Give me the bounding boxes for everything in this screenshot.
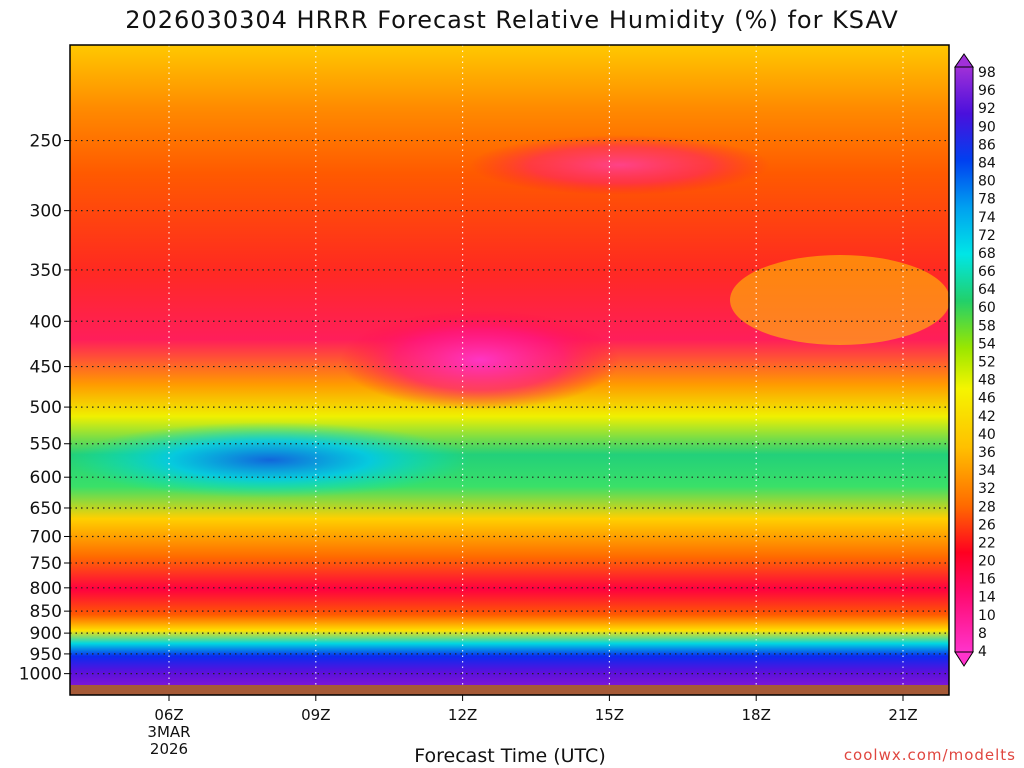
x-tick-sublabel: 2026	[150, 740, 188, 758]
colorbar: 4810141620222628323436404246485254586064…	[954, 53, 996, 667]
y-tick-label: 700	[30, 527, 62, 547]
colorbar-tick-label: 92	[978, 101, 996, 117]
colorbar-tick-label: 46	[978, 391, 996, 407]
colorbar-tick-label: 64	[978, 282, 996, 298]
colorbar-tick-label: 34	[978, 463, 996, 479]
x-tick-label: 21Z	[888, 706, 917, 724]
colorbar-tick-label: 16	[978, 572, 996, 588]
credit-link[interactable]: coolwx.com/modelts	[843, 746, 1016, 764]
y-tick-label: 350	[30, 261, 62, 281]
x-tick-label: 15Z	[595, 706, 624, 724]
colorbar-tick-label: 98	[978, 65, 996, 81]
x-tick-label: 06Z	[154, 706, 183, 724]
colorbar-tick-label: 84	[978, 155, 996, 171]
colorbar-tick-label: 52	[978, 355, 996, 371]
y-tick-label: 650	[30, 499, 62, 519]
colorbar-tick-label: 32	[978, 481, 996, 497]
y-tick-label: 950	[30, 645, 62, 665]
colorbar-tick-label: 42	[978, 409, 996, 425]
y-tick-label: 300	[30, 202, 62, 222]
x-tick-sublabel: 3MAR	[147, 723, 190, 741]
colorbar-tick-label: 90	[978, 119, 996, 135]
y-tick-label: 800	[30, 579, 62, 599]
dry-layer-blob	[340, 310, 620, 410]
y-tick-label: 750	[30, 554, 62, 574]
ground-bar	[70, 685, 949, 695]
y-tick-label: 400	[30, 312, 62, 332]
x-tick-label: 09Z	[301, 706, 330, 724]
x-tick-label: 12Z	[448, 706, 477, 724]
grid-lines	[70, 45, 949, 685]
colorbar-tick-label: 40	[978, 427, 996, 443]
colorbar-tick-label: 58	[978, 318, 996, 334]
moist-layer-blob	[70, 422, 470, 498]
y-axis: 2503003504004505005506006507007508008509…	[19, 132, 70, 685]
colorbar-tick-label: 4	[978, 644, 987, 660]
colorbar-tick-label: 48	[978, 373, 996, 389]
colorbar-tick-label: 14	[978, 590, 996, 606]
colorbar-tick-label: 36	[978, 445, 996, 461]
y-tick-label: 550	[30, 435, 62, 455]
x-axis-label: Forecast Time (UTC)	[414, 745, 606, 767]
colorbar-tick-label: 78	[978, 192, 996, 208]
y-tick-label: 600	[30, 468, 62, 488]
colorbar-top-arrow	[954, 53, 974, 68]
chart-title: 2026030304 HRRR Forecast Relative Humidi…	[125, 6, 899, 34]
y-tick-label: 450	[30, 358, 62, 378]
colorbar-tick-label: 72	[978, 228, 996, 244]
y-tick-label: 1000	[19, 665, 62, 685]
colorbar-tick-label: 60	[978, 300, 996, 316]
colorbar-tick-label: 10	[978, 608, 996, 624]
y-tick-label: 850	[30, 602, 62, 622]
colorbar-tick-label: 66	[978, 264, 996, 280]
colorbar-tick-label: 80	[978, 174, 996, 190]
colorbar-tick-label: 54	[978, 336, 996, 352]
y-tick-label: 900	[30, 624, 62, 644]
colorbar-tick-label: 74	[978, 210, 996, 226]
colorbar-tick-label: 22	[978, 535, 996, 551]
y-tick-label: 250	[30, 132, 62, 152]
colorbar-tick-label: 28	[978, 499, 996, 515]
colorbar-tick-label: 96	[978, 83, 996, 99]
plot-area	[70, 45, 950, 695]
colorbar-tick-label: 86	[978, 137, 996, 153]
plot-frame	[69, 44, 950, 696]
colorbar-tick-label: 68	[978, 246, 996, 262]
colorbar-tick-label: 8	[978, 626, 987, 642]
colorbar-tick-label: 20	[978, 554, 996, 570]
colorbar-bottom-arrow	[954, 651, 974, 667]
colorbar-tick-label: 26	[978, 517, 996, 533]
y-tick-label: 500	[30, 398, 62, 418]
x-tick-label: 18Z	[742, 706, 771, 724]
